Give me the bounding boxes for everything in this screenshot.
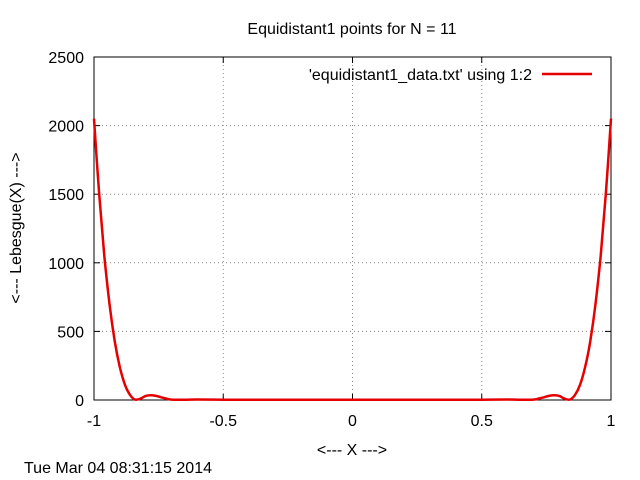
y-tick-label: 2000 <box>48 119 84 136</box>
y-tick-label: 1000 <box>48 256 84 273</box>
x-tick-label: 0 <box>348 413 357 430</box>
plot-frame <box>93 56 612 401</box>
grid-lines <box>94 57 611 400</box>
x-tick-label: 1 <box>607 413 616 430</box>
y-axis-label: <--- Lebesgue(X) ---> <box>8 152 25 303</box>
x-axis-label: <--- X ---> <box>317 442 387 459</box>
y-tick-labels: 0 500 1000 1500 2000 2500 <box>48 50 84 410</box>
x-tick-label: -1 <box>87 413 101 430</box>
legend: 'equidistant1_data.txt' using 1:2 <box>309 67 592 84</box>
tick-marks <box>93 56 612 401</box>
chart-title: Equidistant1 points for N = 11 <box>247 21 456 38</box>
series-line <box>92 118 613 402</box>
x-tick-labels: -1 -0.5 0 0.5 1 <box>87 413 616 430</box>
legend-label: 'equidistant1_data.txt' using 1:2 <box>309 67 532 84</box>
y-tick-label: 1500 <box>48 187 84 204</box>
y-tick-label: 500 <box>57 324 84 341</box>
y-tick-label: 2500 <box>48 50 84 67</box>
x-tick-label: 0.5 <box>471 413 493 430</box>
timestamp: Tue Mar 04 08:31:15 2014 <box>24 460 212 477</box>
x-tick-label: -0.5 <box>209 413 237 430</box>
y-tick-label: 0 <box>75 393 84 410</box>
